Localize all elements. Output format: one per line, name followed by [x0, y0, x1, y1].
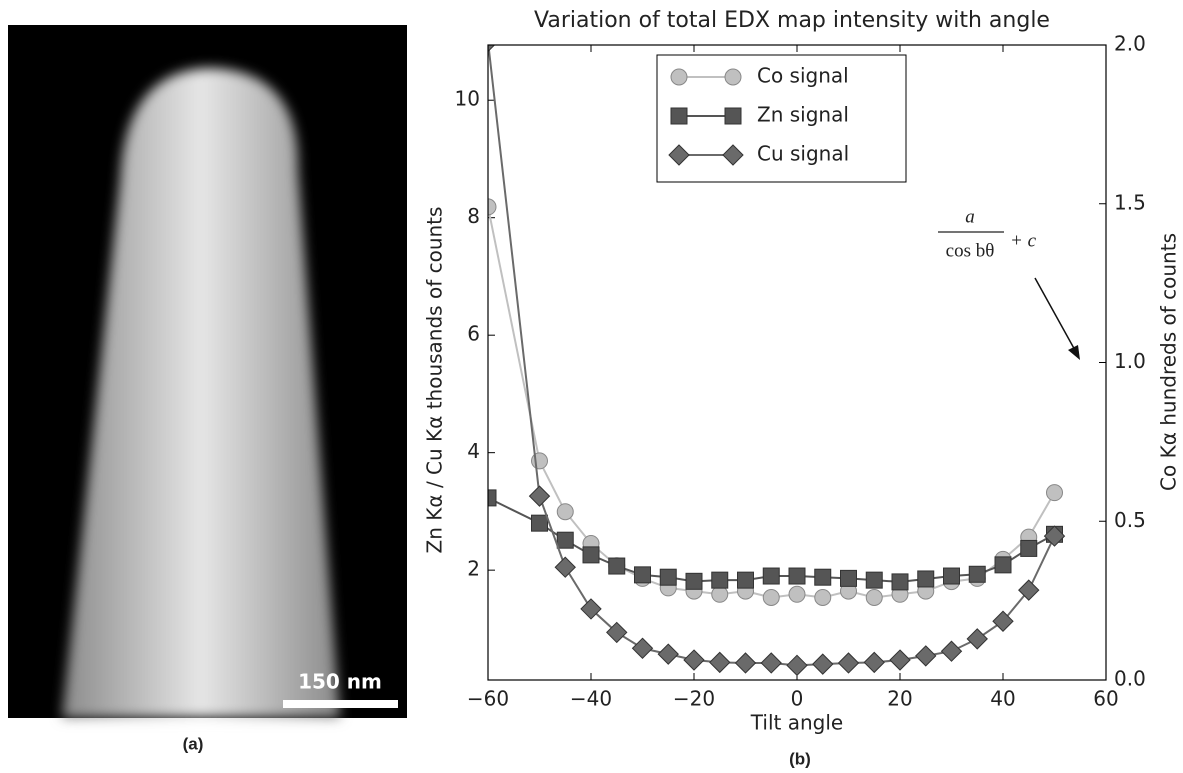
point: [711, 585, 729, 603]
scale-bar-label: 150 nm: [298, 670, 382, 694]
legend-marker: [670, 107, 688, 125]
legend-label: Co signal: [757, 64, 849, 88]
point: [863, 651, 885, 674]
y-tick-label: 6: [467, 322, 480, 346]
plot: [488, 45, 1066, 677]
chart-title: Variation of total EDX map intensity wit…: [534, 8, 1050, 33]
legend-marker: [722, 144, 744, 166]
series-line: [488, 45, 1056, 667]
y2-tick-label: 0.0: [1114, 667, 1146, 691]
plot-frame: [487, 44, 1107, 681]
point: [762, 567, 780, 585]
formula-numerator: a: [965, 206, 975, 227]
point: [631, 637, 654, 659]
point: [760, 652, 782, 674]
point: [891, 573, 909, 591]
y-tick-label: 10: [455, 87, 480, 111]
legend-marker: [724, 68, 742, 86]
legend-label: Zn signal: [757, 103, 849, 127]
series-line: [488, 497, 1055, 583]
point: [1018, 579, 1040, 601]
point: [488, 45, 496, 53]
point: [943, 567, 960, 585]
point: [606, 621, 628, 644]
point: [734, 652, 757, 674]
point: [966, 628, 988, 650]
legend-marker: [670, 68, 688, 86]
y2-tick-label: 0.5: [1114, 508, 1146, 532]
point: [788, 567, 806, 585]
point: [556, 531, 574, 549]
point: [865, 588, 883, 606]
point: [556, 503, 574, 521]
point: [994, 556, 1012, 574]
point: [940, 640, 963, 662]
point: [580, 598, 602, 620]
y2-tick-label: 1.5: [1114, 190, 1146, 214]
point: [488, 198, 497, 216]
panel-label: (a): [183, 734, 204, 753]
point: [915, 645, 937, 667]
point: [711, 571, 729, 589]
panel-label: (b): [789, 749, 811, 768]
point: [917, 570, 935, 588]
point: [992, 610, 1014, 632]
point: [685, 572, 703, 590]
point: [1046, 484, 1063, 502]
y-tick-label: 2: [467, 557, 480, 581]
point: [812, 653, 834, 675]
point: [657, 643, 679, 665]
legend-marker: [668, 144, 690, 166]
formula-suffix: + c: [1010, 230, 1037, 251]
point: [788, 585, 806, 603]
x-tick-label: −20: [673, 687, 715, 711]
series-line: [488, 206, 1056, 599]
point: [786, 654, 808, 677]
y2-axis-label: Co Kα hundreds of counts: [1157, 233, 1181, 491]
point: [531, 514, 548, 532]
formula-denominator: cos bθ: [946, 240, 995, 261]
x-tick-label: −40: [570, 687, 612, 711]
legend-marker: [724, 107, 742, 125]
point: [840, 569, 857, 587]
x-tick-label: 40: [990, 687, 1015, 711]
point: [762, 588, 780, 606]
legend-label: Cu signal: [757, 142, 849, 166]
y2-tick-label: 1.0: [1114, 349, 1146, 373]
x-axis-label: Tilt angle: [750, 711, 843, 735]
point: [528, 485, 551, 507]
point: [488, 489, 497, 507]
point: [865, 571, 883, 589]
point: [814, 568, 832, 586]
point: [1043, 525, 1066, 547]
x-tick-label: 0: [791, 687, 804, 711]
annotation: a cos bθ + c: [938, 206, 1080, 360]
point: [634, 566, 651, 584]
point: [968, 565, 986, 583]
point: [683, 649, 705, 671]
point: [837, 652, 860, 674]
y-tick-label: 4: [467, 439, 480, 463]
x-tick-label: 20: [887, 687, 912, 711]
y-tick-label: 8: [467, 204, 480, 228]
y-axis-label: Zn Kα / Cu Kα thousands of counts: [423, 207, 447, 554]
point: [814, 588, 832, 606]
x-tick-label: 60: [1093, 687, 1118, 711]
x-tick-label: −60: [467, 687, 509, 711]
point: [709, 651, 731, 674]
micrograph: 150 nm: [8, 25, 407, 718]
point: [659, 568, 677, 586]
point: [554, 556, 576, 578]
point: [582, 546, 600, 564]
point: [608, 557, 626, 575]
point: [737, 571, 754, 589]
point: [889, 649, 911, 671]
y2-tick-label: 2.0: [1114, 32, 1146, 56]
point: [1020, 539, 1038, 557]
